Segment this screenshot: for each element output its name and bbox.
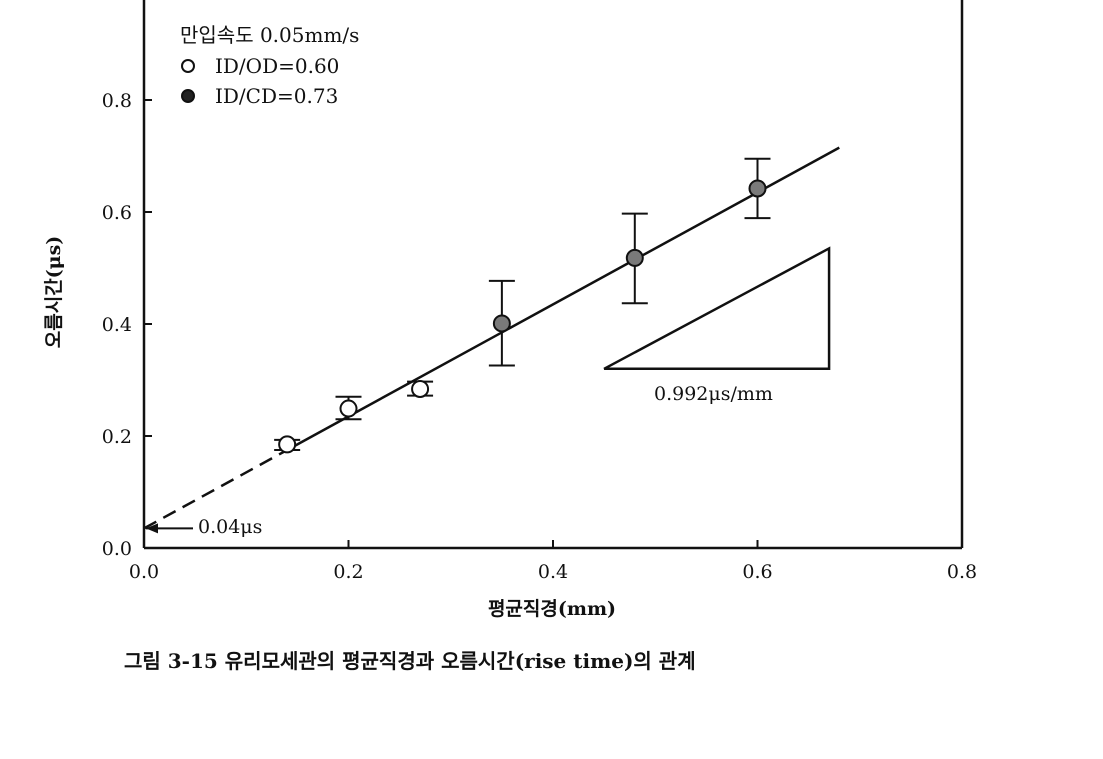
legend-entry-label: ID/CD=0.73 — [215, 84, 338, 108]
y-tick-label: 0.6 — [102, 202, 132, 224]
y-tick-label: 0.4 — [102, 314, 132, 336]
fit-line-dashed — [143, 448, 288, 530]
slope-triangle — [603, 246, 831, 371]
legend-entry-label: ID/OD=0.60 — [215, 54, 339, 78]
x-tick-label: 0.6 — [742, 561, 772, 583]
data-point-filled — [625, 248, 644, 267]
legend-title: 만입속도 0.05mm/s — [180, 23, 359, 47]
x-tick-label: 0.2 — [333, 561, 363, 583]
slope-annotation: 0.992μs/mm — [654, 383, 773, 405]
data-point-open — [339, 399, 358, 418]
data-point-filled — [748, 179, 767, 198]
figure-caption: 그림 3-15 유리모세관의 평균직경과 오름시간(rise time)의 관계 — [124, 649, 696, 673]
x-tick-label: 0.8 — [947, 561, 977, 583]
intercept-arrow-head — [146, 523, 158, 534]
data-point-open — [278, 435, 297, 454]
fit-line-solid — [286, 146, 840, 452]
y-tick-label: 0.2 — [102, 426, 132, 448]
y-axis-title: 오름시간(μs) — [43, 236, 65, 349]
legend-open-circle-icon — [181, 59, 195, 73]
y-tick-label: 0.0 — [102, 538, 132, 560]
legend-filled-circle-icon — [181, 89, 195, 103]
data-point-open — [411, 379, 430, 398]
y-tick-label: 0.8 — [102, 90, 132, 112]
x-tick-label: 0.4 — [538, 561, 568, 583]
x-tick-label: 0.0 — [129, 561, 159, 583]
data-point-filled — [492, 314, 511, 333]
x-axis-title: 평균직경(mm) — [488, 598, 616, 620]
intercept-annotation: 0.04μs — [198, 516, 262, 538]
